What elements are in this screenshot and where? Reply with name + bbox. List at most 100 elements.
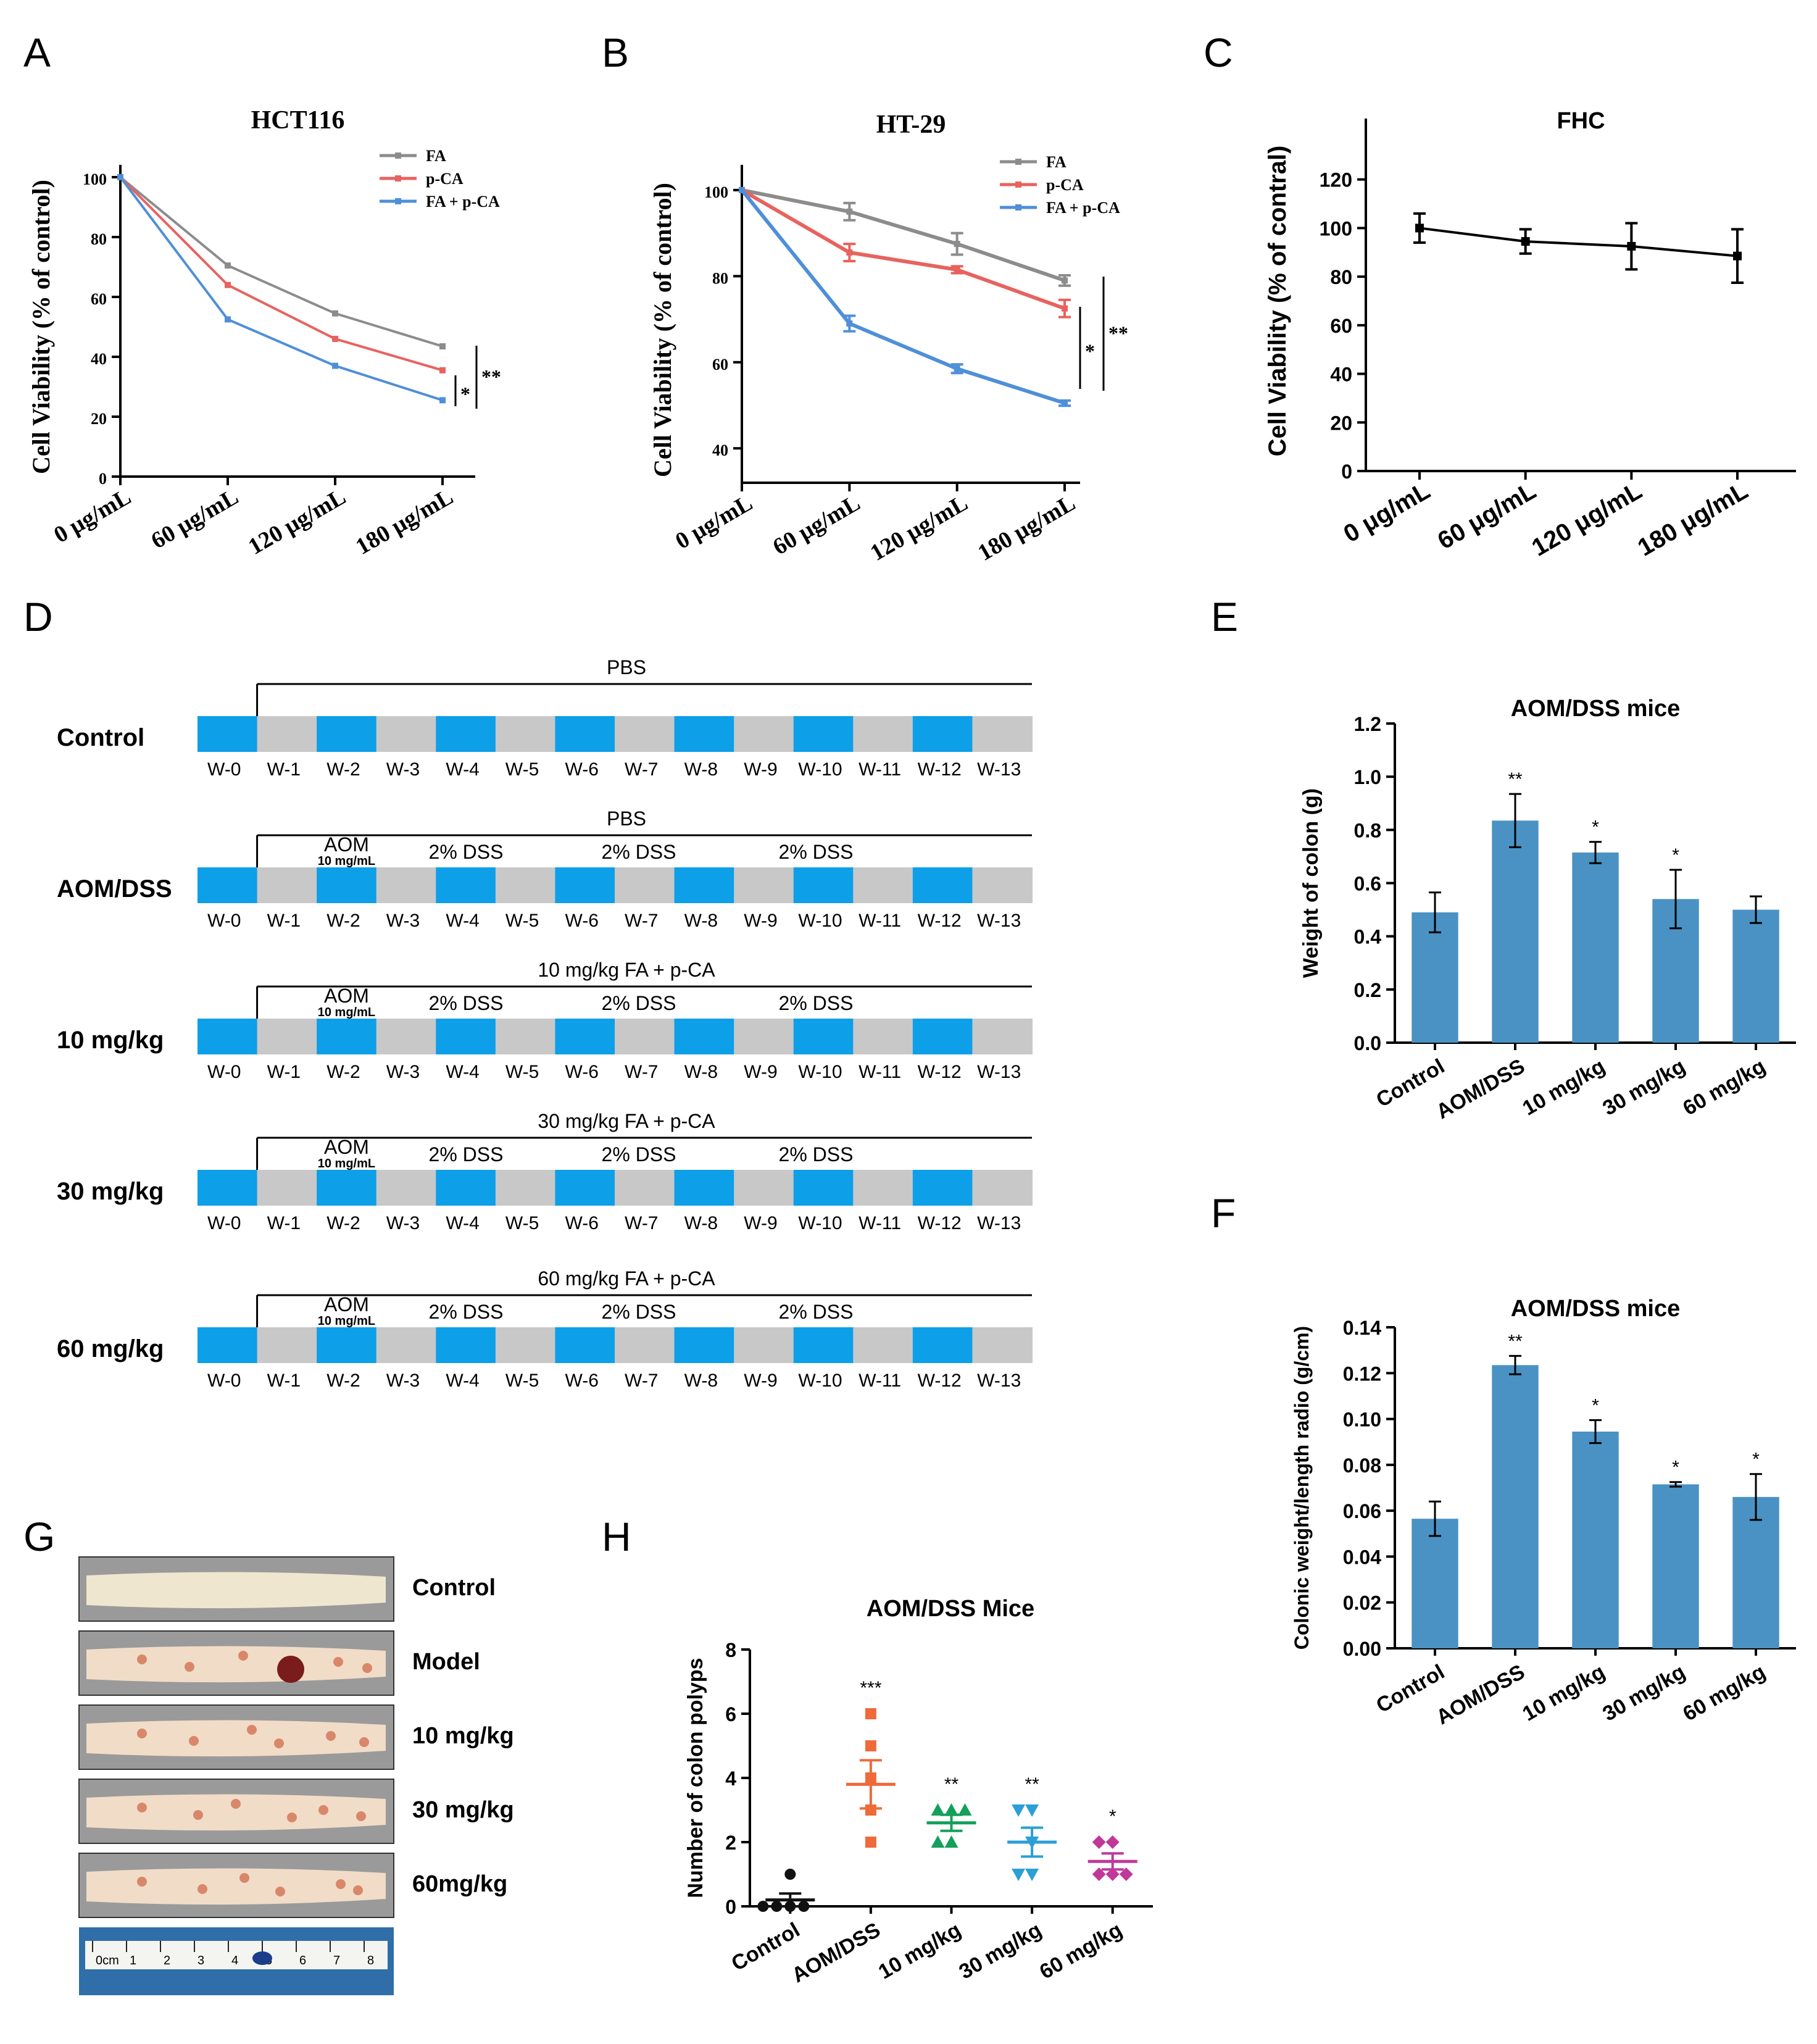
week-segment bbox=[436, 716, 496, 752]
data-point bbox=[439, 397, 446, 404]
chart-title: HCT116 bbox=[251, 106, 345, 135]
week-segment bbox=[436, 867, 496, 903]
colon-tissue bbox=[86, 1794, 386, 1831]
bar bbox=[1652, 1484, 1699, 1648]
x-tick-label: 120 μg/mL bbox=[866, 490, 972, 566]
significance-mark: * bbox=[1592, 1395, 1599, 1416]
week-label: W-3 bbox=[386, 759, 420, 780]
week-label: W-8 bbox=[684, 1213, 718, 1233]
y-tick-label: 80 bbox=[712, 269, 728, 287]
week-label: W-1 bbox=[267, 759, 301, 780]
polyp-spot bbox=[247, 1725, 257, 1735]
colon-photo: 10 mg/kg bbox=[78, 1704, 514, 1770]
polyp-spot bbox=[189, 1736, 199, 1746]
legend-label: FA + p-CA bbox=[426, 193, 500, 211]
colon-photos: Control Model 10 mg/kg 30 mg/kg 60mg/kg 0cm 1 2… bbox=[78, 1556, 514, 1995]
data-point bbox=[954, 241, 960, 248]
significance-mark: * bbox=[1109, 1806, 1116, 1827]
significance-mark: ** bbox=[1025, 1774, 1039, 1795]
dss-label: 2% DSS bbox=[779, 841, 854, 863]
week-label: W-2 bbox=[326, 1370, 360, 1391]
week-label: W-4 bbox=[446, 1370, 479, 1391]
week-segment bbox=[972, 1327, 1033, 1363]
week-segment bbox=[257, 1019, 318, 1054]
week-label: W-11 bbox=[859, 1213, 901, 1233]
week-label: W-9 bbox=[744, 1370, 777, 1391]
data-point bbox=[784, 1869, 796, 1880]
aom-dose: 10 mg/mL bbox=[318, 854, 375, 868]
week-label: W-7 bbox=[625, 1370, 658, 1391]
week-label: W-2 bbox=[326, 759, 360, 780]
data-point bbox=[1012, 1869, 1026, 1881]
legend-label: p-CA bbox=[1046, 176, 1084, 194]
dss-label: 2% DSS bbox=[602, 1143, 676, 1166]
week-segment bbox=[555, 1170, 615, 1206]
week-segment bbox=[912, 716, 973, 752]
week-label: W-10 bbox=[798, 1213, 842, 1233]
week-segment bbox=[198, 1327, 258, 1363]
y-axis-label: Weight of colon (g) bbox=[1299, 788, 1323, 978]
week-segment bbox=[853, 1170, 913, 1206]
ruler-number: 8 bbox=[367, 1954, 374, 1967]
y-tick-label: 100 bbox=[83, 170, 107, 188]
photo-label: 10 mg/kg bbox=[412, 1723, 514, 1749]
week-segment bbox=[615, 867, 675, 903]
polyp-spot bbox=[198, 1884, 207, 1894]
data-point bbox=[846, 320, 853, 327]
y-tick-label: 60 bbox=[1330, 315, 1352, 337]
week-label: W-2 bbox=[326, 1213, 360, 1233]
week-label: W-0 bbox=[207, 1213, 241, 1233]
week-segment bbox=[555, 1019, 615, 1054]
y-tick-label: 0.10 bbox=[1343, 1409, 1381, 1431]
y-tick-label: 100 bbox=[1320, 217, 1352, 240]
week-segment bbox=[674, 1019, 735, 1054]
week-segment bbox=[912, 867, 973, 903]
week-segment bbox=[972, 867, 1033, 903]
significance-mark: * bbox=[1592, 817, 1599, 838]
bar bbox=[1412, 912, 1458, 1043]
panel-label-e: E bbox=[1211, 594, 1238, 640]
week-segment bbox=[734, 1019, 794, 1054]
polyp-spot bbox=[277, 1656, 304, 1683]
y-tick-label: 0.14 bbox=[1343, 1317, 1381, 1339]
row-label: 60 mg/kg bbox=[57, 1335, 164, 1362]
significance-mark: ** bbox=[944, 1774, 959, 1795]
dss-label: 2% DSS bbox=[602, 1301, 676, 1323]
week-label: W-13 bbox=[977, 759, 1021, 780]
aom-dose: 10 mg/mL bbox=[318, 1157, 375, 1170]
week-segment bbox=[257, 867, 318, 903]
polyp-spot bbox=[275, 1887, 285, 1896]
colon-tissue bbox=[86, 1720, 386, 1757]
dss-label: 2% DSS bbox=[429, 1143, 504, 1166]
week-segment bbox=[555, 716, 615, 752]
significance-mark: * bbox=[1085, 340, 1095, 362]
week-label: W-3 bbox=[386, 1370, 420, 1391]
y-tick-label: 0.2 bbox=[1354, 979, 1381, 1001]
data-point bbox=[931, 1835, 945, 1848]
week-label: W-6 bbox=[565, 1370, 598, 1391]
week-label: W-8 bbox=[684, 1062, 718, 1082]
y-tick-label: 6 bbox=[725, 1703, 736, 1725]
week-label: W-11 bbox=[859, 759, 901, 780]
colon-photo: 30 mg/kg bbox=[78, 1779, 514, 1844]
x-tick-label: 60 μg/mL bbox=[147, 483, 243, 554]
week-label: W-12 bbox=[918, 1213, 962, 1233]
panel-label-c: C bbox=[1204, 30, 1233, 75]
y-tick-label: 0 bbox=[99, 470, 107, 488]
week-label: W-2 bbox=[326, 911, 360, 931]
polyp-spot bbox=[336, 1879, 346, 1889]
week-label: W-7 bbox=[625, 759, 658, 780]
dss-label: 2% DSS bbox=[602, 841, 676, 863]
data-point bbox=[1733, 251, 1742, 261]
y-tick-label: 20 bbox=[91, 410, 107, 428]
week-label: W-8 bbox=[684, 759, 718, 780]
panel-label-b: B bbox=[602, 30, 629, 75]
week-label: W-1 bbox=[267, 1062, 301, 1082]
dss-label: 2% DSS bbox=[602, 992, 676, 1014]
polyp-spot bbox=[333, 1657, 343, 1667]
week-segment bbox=[436, 1019, 496, 1054]
week-segment bbox=[734, 867, 794, 903]
